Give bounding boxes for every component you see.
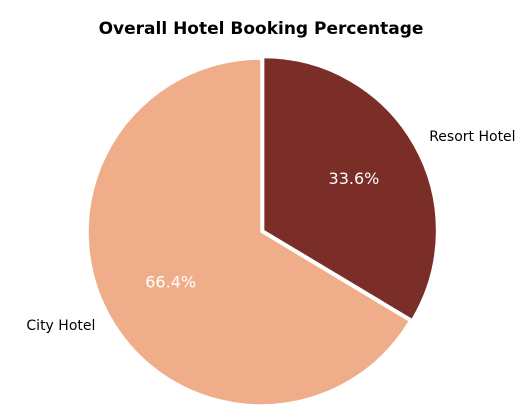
slice-label-city-hotel: City Hotel: [26, 318, 95, 334]
pie-labels: 66.4% City Hotel 33.6% Resort Hotel: [26, 129, 515, 334]
pct-label-resort-hotel: 33.6%: [329, 169, 380, 188]
pct-label-city-hotel: 66.4%: [145, 273, 196, 292]
pie-slices: [87, 56, 438, 406]
slice-label-resort-hotel: Resort Hotel: [429, 129, 515, 145]
pie-slice-resort-hotel: [262, 56, 438, 321]
chart-title: Overall Hotel Booking Percentage: [99, 19, 424, 39]
pie-slice-city-hotel: [87, 58, 411, 406]
